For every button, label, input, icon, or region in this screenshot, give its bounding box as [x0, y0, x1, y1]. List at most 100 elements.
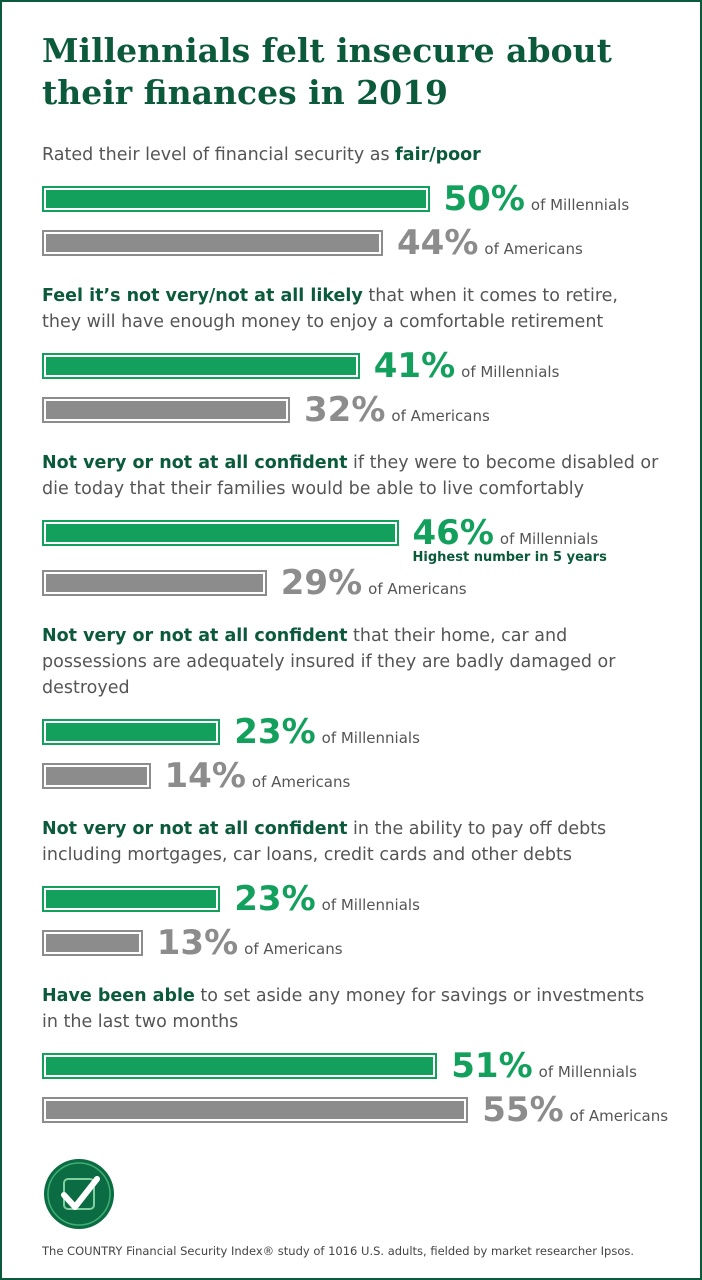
charts: Rated their level of financial security … — [42, 142, 668, 1150]
bar — [42, 230, 383, 256]
bar-label: 13% of Americans — [157, 924, 343, 962]
footnote: The COUNTRY Financial Security Index® st… — [42, 1244, 634, 1258]
label-line: 44% of Americans — [397, 224, 583, 262]
bar-row: 41% of Millennials — [42, 347, 662, 389]
bar-label: 32% of Americans — [304, 391, 490, 429]
bar — [42, 570, 267, 596]
series-name: of Americans — [569, 1107, 669, 1125]
title: Millennials felt insecure about their fi… — [42, 31, 612, 112]
chart-subtitle: Not very or not at all confident in the … — [42, 816, 662, 868]
value-label: 46% — [412, 513, 494, 553]
subtitle-part: Feel it’s not very/not at all likely — [42, 286, 363, 306]
bar-row: 51% of Millennials — [42, 1047, 662, 1089]
bar-row: 50% of Millennials — [42, 180, 662, 222]
subtitle-part: that when it comes to retire, they will … — [42, 286, 618, 332]
bar-row: 23% of Millennials — [42, 880, 662, 922]
series-name: of Americans — [244, 940, 343, 958]
bar — [42, 1053, 438, 1079]
bar — [42, 719, 221, 745]
value-label: 14% — [164, 756, 246, 796]
label-line: 46% of Millennials — [413, 514, 607, 552]
chart-subtitle: Feel it’s not very/not at all likely tha… — [42, 283, 662, 335]
subtitle-part: to set aside any money for savings or in… — [42, 986, 645, 1032]
chart-subtitle: Not very or not at all confident if they… — [42, 450, 662, 502]
series-name: of Millennials — [538, 1063, 637, 1081]
bar-label: 41% of Millennials — [374, 347, 560, 385]
label-line: 51% of Millennials — [451, 1047, 637, 1085]
chart-section: Not very or not at all confident that th… — [42, 623, 662, 799]
chart-section: Rated their level of financial security … — [42, 142, 662, 266]
series-name: of Americans — [391, 407, 490, 425]
bar-label: 46% of Millennials Highest number in 5 yea… — [412, 514, 607, 565]
bar — [42, 1097, 469, 1123]
bar-label: 55% of Americans — [482, 1091, 668, 1129]
series-name: of Millennials — [321, 729, 420, 747]
chart-section: Not very or not at all confident in the … — [42, 816, 662, 966]
bar-label: 23% of Millennials — [234, 713, 420, 751]
bar — [42, 930, 143, 956]
series-name: of Millennials — [321, 896, 420, 914]
bar — [42, 886, 221, 912]
bar-label: 23% of Millennials — [234, 880, 420, 918]
subtitle-part: Not very or not at all confident — [42, 453, 348, 473]
bar-row: 29% of Americans — [42, 564, 662, 606]
value-label: 29% — [280, 563, 363, 603]
bar-label: 44% of Americans — [397, 224, 583, 262]
bar-row: 55% of Americans — [42, 1091, 668, 1133]
value-label: 23% — [234, 712, 316, 752]
chart-section: Not very or not at all confident if they… — [42, 450, 662, 606]
bar-row: 44% of Americans — [42, 224, 662, 266]
chart-section: Have been able to set aside any money fo… — [42, 983, 668, 1133]
series-name: of Millennials — [530, 196, 630, 214]
series-name: of Americans — [368, 580, 467, 598]
chart-section: Feel it’s not very/not at all likely tha… — [42, 283, 662, 433]
value-label: 41% — [373, 346, 456, 386]
bar — [42, 186, 430, 212]
chart-subtitle: Have been able to set aside any money fo… — [42, 983, 662, 1035]
label-line: 41% of Millennials — [374, 347, 560, 385]
value-label: 23% — [234, 879, 316, 919]
subtitle-part: Rated their level of financial security … — [42, 145, 396, 165]
bar-row: 32% of Americans — [42, 391, 662, 433]
value-label: 44% — [397, 223, 479, 263]
subtitle-part: fair/poor — [395, 145, 481, 165]
bar-row: 14% of Americans — [42, 757, 662, 799]
bar-label: 14% of Americans — [165, 757, 351, 795]
label-line: 23% of Millennials — [234, 880, 420, 918]
bar — [42, 397, 290, 423]
label-line: 50% of Millennials — [444, 180, 630, 218]
series-name: of Millennials — [461, 363, 560, 381]
subtitle-part: Not very or not at all confident — [42, 819, 348, 839]
value-label: 32% — [304, 390, 386, 430]
logo — [44, 1159, 114, 1229]
subtitle-part: that their home, car and possessions are… — [42, 626, 616, 698]
label-line: 32% of Americans — [304, 391, 490, 429]
label-line: 29% of Americans — [281, 564, 467, 602]
bar-label: 50% of Millennials — [444, 180, 630, 218]
value-label: 13% — [156, 923, 239, 963]
label-line: 23% of Millennials — [234, 713, 420, 751]
subtitle-part: in the ability to pay off debts includin… — [42, 819, 607, 865]
label-line: 55% of Americans — [482, 1091, 668, 1129]
bar-row: 46% of Millennials Highest number in 5 yea… — [42, 514, 662, 565]
subtitle-part: Not very or not at all confident — [42, 626, 348, 646]
label-line: 14% of Americans — [165, 757, 351, 795]
bar — [42, 353, 360, 379]
bar-row: 23% of Millennials — [42, 713, 662, 755]
bar — [42, 520, 399, 546]
label-line: 13% of Americans — [157, 924, 343, 962]
bar-row: 13% of Americans — [42, 924, 662, 966]
subtitle-part: if they were to become disabled or die t… — [42, 453, 659, 499]
series-name: of Americans — [251, 773, 351, 791]
chart-subtitle: Rated their level of financial security … — [42, 142, 662, 168]
series-name: of Millennials — [499, 530, 599, 548]
value-label: 51% — [451, 1046, 533, 1086]
value-label: 55% — [482, 1090, 564, 1130]
bar-label: 51% of Millennials — [451, 1047, 637, 1085]
bar — [42, 763, 151, 789]
annotation: Highest number in 5 years — [412, 550, 607, 565]
value-label: 50% — [443, 179, 525, 219]
chart-subtitle: Not very or not at all confident that th… — [42, 623, 662, 701]
subtitle-part: Have been able — [42, 986, 195, 1006]
